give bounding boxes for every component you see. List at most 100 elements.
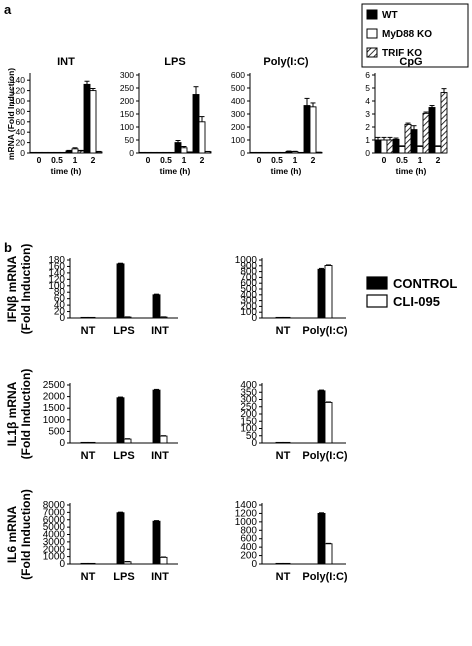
bar-myd88-ko-0 — [35, 151, 43, 154]
bar-wt-3 — [192, 94, 200, 154]
bar-cli-095-0 — [87, 316, 96, 319]
y-tick-label: 200 — [240, 551, 257, 562]
y-tick-label: 500 — [231, 83, 245, 93]
y-tick-label: 100 — [240, 307, 257, 318]
bar-trif-ko-3 — [440, 92, 448, 154]
panel-b-label: b — [4, 240, 12, 255]
y-tick-label: 400 — [240, 380, 257, 391]
legend-panel-a: WT MyD88 KO TRIF KO — [361, 3, 469, 68]
x-tick-label: 0 — [257, 155, 262, 165]
y-axis-label-line1: IL1β mRNA — [5, 381, 19, 446]
y-tick-label: 300 — [240, 395, 257, 406]
y-axis-label-line1: IFNβ mRNA — [5, 255, 19, 322]
bar-control-0 — [275, 316, 284, 319]
bar-myd88-ko-3 — [89, 90, 97, 154]
x-tick-label: NT — [81, 325, 96, 337]
y-tick-label: 900 — [240, 261, 257, 272]
y-tick-label: 350 — [240, 387, 257, 398]
y-tick-label: 4 — [365, 96, 370, 106]
bar-myd88-ko-3 — [198, 121, 206, 154]
bar-control-1 — [116, 397, 125, 444]
bar-cli-095-1 — [324, 265, 333, 319]
y-axis-label-line2: (Fold Induction) — [19, 489, 33, 580]
x-tick-label: 1 — [73, 155, 78, 165]
y-tick-label: 2000 — [43, 392, 66, 403]
chart-1: 0 50 100 150 200 250 300 LPS time (h) 0 0.5 1 2 — [120, 56, 212, 176]
bar-cli-095-0 — [282, 441, 291, 444]
x-tick-label: NT — [276, 325, 291, 337]
bar-cli-095-1 — [324, 401, 333, 444]
x-tick-label: NT — [276, 571, 291, 583]
bar-myd88-ko-1 — [162, 151, 170, 154]
x-tick-label: Poly(I:C) — [302, 325, 348, 337]
chart-title: CpG — [399, 56, 422, 68]
bar-control-1 — [116, 512, 125, 565]
x-tick-label: 0 — [146, 155, 151, 165]
bar-wt-0 — [29, 151, 37, 154]
bar-cli-095-1 — [123, 561, 132, 565]
bar-myd88-ko-3 — [309, 106, 317, 154]
y-tick-label: 200 — [231, 122, 245, 132]
bar-wt-1 — [392, 138, 400, 154]
x-tick-label: 0 — [382, 155, 387, 165]
bar-control-2 — [152, 294, 161, 319]
bar-control-0 — [80, 316, 89, 319]
x-tick-label: Poly(I:C) — [302, 571, 348, 583]
y-tick-label: 5 — [365, 83, 370, 93]
y-tick-label: 8000 — [43, 500, 66, 511]
y-tick-label: 6000 — [43, 515, 66, 526]
legend-b-swatch-0 — [366, 276, 388, 290]
legend-a-frame — [361, 3, 469, 68]
x-tick-label: 1 — [182, 155, 187, 165]
bar-wt-0 — [374, 139, 382, 154]
y-tick-label: 1 — [365, 135, 370, 145]
bar-myd88-ko-2 — [180, 147, 188, 154]
y-tick-label: 0 — [365, 148, 370, 158]
x-tick-label: LPS — [113, 450, 134, 462]
x-tick-label: INT — [151, 571, 169, 583]
x-axis-label: time (h) — [396, 166, 427, 176]
bar-myd88-ko-2 — [291, 151, 299, 154]
y-tick-label: 2000 — [43, 544, 66, 555]
bar-control-1 — [317, 512, 326, 565]
x-tick-label: 1 — [418, 155, 423, 165]
y-tick-label: 400 — [231, 96, 245, 106]
y-tick-label: 600 — [240, 534, 257, 545]
y-tick-label: 250 — [240, 402, 257, 413]
bar-myd88-ko-2 — [71, 148, 79, 154]
legend-a-label-1: MyD88 KO — [382, 29, 432, 40]
y-tick-label: 80 — [54, 287, 66, 298]
bar-control-0 — [275, 441, 284, 444]
x-tick-label: Poly(I:C) — [302, 450, 348, 462]
bar-wt-0 — [249, 151, 257, 154]
y-tick-label: 500 — [48, 426, 65, 437]
x-tick-label: LPS — [113, 325, 134, 337]
y-tick-label: 60 — [54, 294, 66, 305]
y-tick-label: 120 — [11, 86, 25, 96]
y-tick-label: 100 — [231, 135, 245, 145]
y-tick-label: 3000 — [43, 537, 66, 548]
legend-a-label-0: WT — [382, 10, 398, 21]
bar-trif-ko-2 — [77, 150, 85, 154]
x-axis-label: time (h) — [160, 166, 191, 176]
bar-cli-095-2 — [159, 556, 168, 565]
bar-trif-ko-0 — [150, 151, 158, 154]
y-tick-label: 1000 — [235, 517, 258, 528]
y-axis-label-line2: (Fold Induction) — [19, 244, 33, 335]
bar-control-1 — [317, 268, 326, 319]
bar-myd88-ko-0 — [255, 151, 263, 154]
y-tick-label: 400 — [240, 542, 257, 553]
bar-wt-3 — [428, 107, 436, 154]
y-axis-label: mRNA (Fold Induction) — [6, 68, 16, 160]
y-tick-label: 1200 — [235, 508, 258, 519]
legend-b-label-1: CLI-095 — [393, 294, 440, 309]
y-tick-label: 4000 — [43, 530, 66, 541]
y-tick-label: 120 — [48, 274, 65, 285]
bar-trif-ko-1 — [279, 151, 287, 154]
y-tick-label: 600 — [231, 70, 245, 80]
